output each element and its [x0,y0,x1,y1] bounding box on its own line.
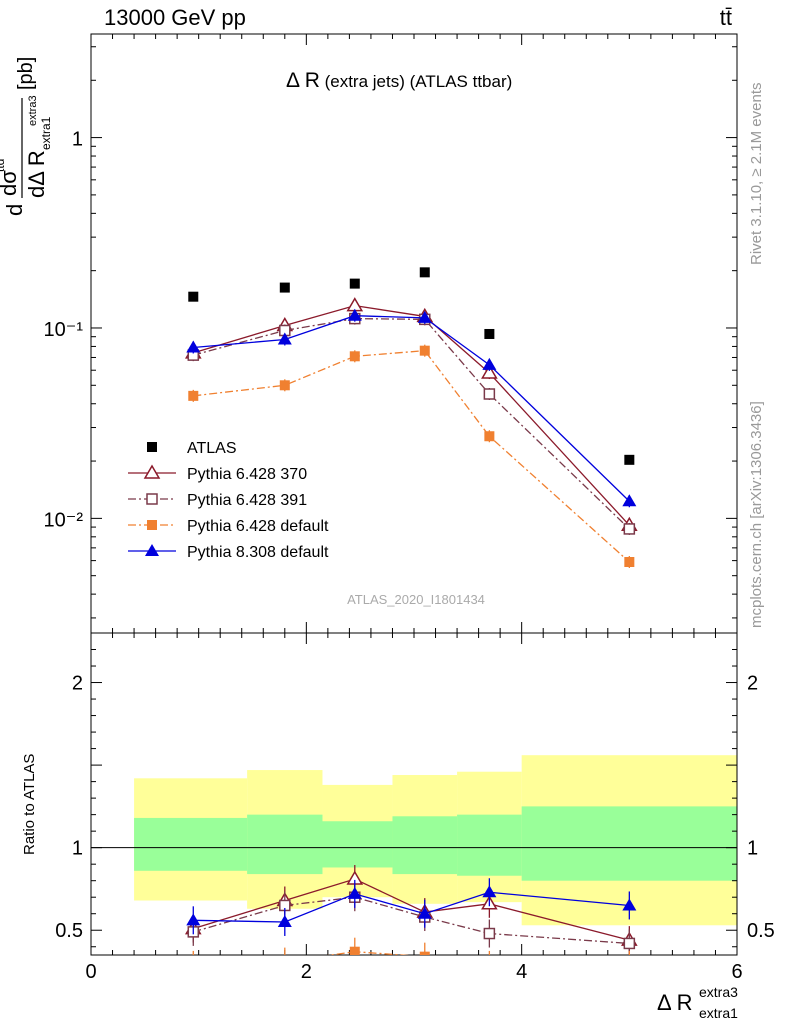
data-point [419,345,430,356]
ratio-point [186,913,201,926]
legend-marker [147,442,157,452]
ratio-y-tick-label-right: 0.5 [747,920,775,942]
band-green-2 [322,821,393,868]
band-green-1 [247,814,323,875]
ratio-point [347,886,362,899]
ratio-point [417,906,432,919]
rivet-label: Rivet 3.1.10, ≥ 2.1M events [748,83,765,266]
data-point [481,364,498,379]
x-tick-label: 0 [85,961,96,983]
series-line-3 [193,349,630,563]
ratio-point [482,885,497,898]
ylabel-superscript2: extra3 [27,95,39,126]
ratio-point [484,960,494,970]
data-point [347,308,362,321]
legend-label: Pythia 8.308 default [187,544,329,561]
main-y-tick-label: 10⁻¹ [44,319,84,341]
header-right: tt̄ [719,5,732,30]
analysis-tag: ATLAS_2020_I1801434 [347,592,485,607]
data-point [484,431,495,442]
legend-label: Pythia 6.428 default [187,518,329,535]
ratio-point [419,951,430,955]
legend-label: Pythia 6.428 391 [187,492,307,509]
data-point [622,494,637,507]
data-point [279,282,290,293]
series-line-4 [193,315,630,502]
data-point [417,310,432,323]
data-point [277,332,292,345]
data-point [419,267,430,278]
legend-label: ATLAS [187,440,237,457]
data-point [484,328,495,339]
header-left: 13000 GeV pp [104,5,246,30]
ratio-line-2 [326,951,411,955]
xlabel-superscript: extra3 [699,984,738,1000]
ratio-point [188,960,198,970]
ratio-y-tick-label-left: 2 [72,673,83,695]
ratio-point [349,946,360,955]
legend-entry-4: Pythia 8.308 default [128,544,329,561]
ratio-point [623,937,636,950]
ratio-y-tick-label-left: 1 [72,838,83,860]
band-green-0 [134,817,248,871]
series-line-1 [193,304,630,526]
ratio-point [622,898,637,911]
ratio-y-axis-label: Ratio to ATLAS [21,754,38,855]
data-point [624,454,635,465]
ylabel-numerator: dσ [0,170,21,196]
ratio-point [277,914,292,927]
band-green-5 [521,806,737,881]
data-point [482,357,497,370]
legend-marker [145,544,159,556]
ratio-bands [134,755,737,926]
data-point [623,523,636,535]
ratio-y-tick-label-right: 1 [747,838,758,860]
data-point [349,351,360,362]
ratio-point [483,927,496,940]
ylabel-d-prefix: d [2,204,27,216]
x-tick-label: 4 [516,961,527,983]
main-series [184,267,638,569]
ylabel-superscript: ttd [0,159,7,172]
ratio-y-tick-label-left: 0.5 [55,920,83,942]
ratio-line-0 [193,878,630,941]
legend-entry-1: Pythia 6.428 370 [128,464,307,483]
data-point [483,388,496,400]
legend-marker [143,464,161,479]
xlabel-main: Δ R [657,990,692,1015]
band-green-3 [392,816,458,875]
data-point [279,380,290,391]
ylabel-unit: [pb] [15,57,37,90]
legend-marker [146,493,158,505]
ratio-point [624,960,634,970]
band-green-4 [457,814,522,876]
ratio-series [184,865,638,970]
x-tick-label: 2 [301,961,312,983]
mcplots-label: mcplots.cern.ch [arXiv:1306.3436] [748,401,765,628]
ratio-y-tick-label-right: 2 [747,673,758,695]
legend-entry-3: Pythia 6.428 default [128,518,329,535]
main-y-tick-label: 10⁻² [44,509,84,531]
main-y-tick-label: 1 [72,129,83,151]
x-tick-label: 6 [731,961,742,983]
x-axis-label: Δ R extra3 extra1 [657,984,738,1021]
chart-title: Δ R (extra jets) (ATLAS ttbar) [286,69,512,92]
legend-marker [147,520,157,530]
data-point [188,291,199,302]
data-point [188,390,199,401]
ylabel-subscript: extra1 [39,116,53,150]
legend-entry-2: Pythia 6.428 391 [128,492,307,509]
ratio-point [280,957,290,967]
legend-entry-0: ATLAS [147,440,237,457]
ylabel-denominator: dΔ R [24,150,49,198]
data-point [624,557,635,568]
ratio-line-3 [193,891,630,923]
xlabel-subscript: extra1 [699,1005,738,1021]
legend-label: Pythia 6.428 370 [187,466,307,483]
data-point [186,340,201,353]
data-point [349,278,360,289]
